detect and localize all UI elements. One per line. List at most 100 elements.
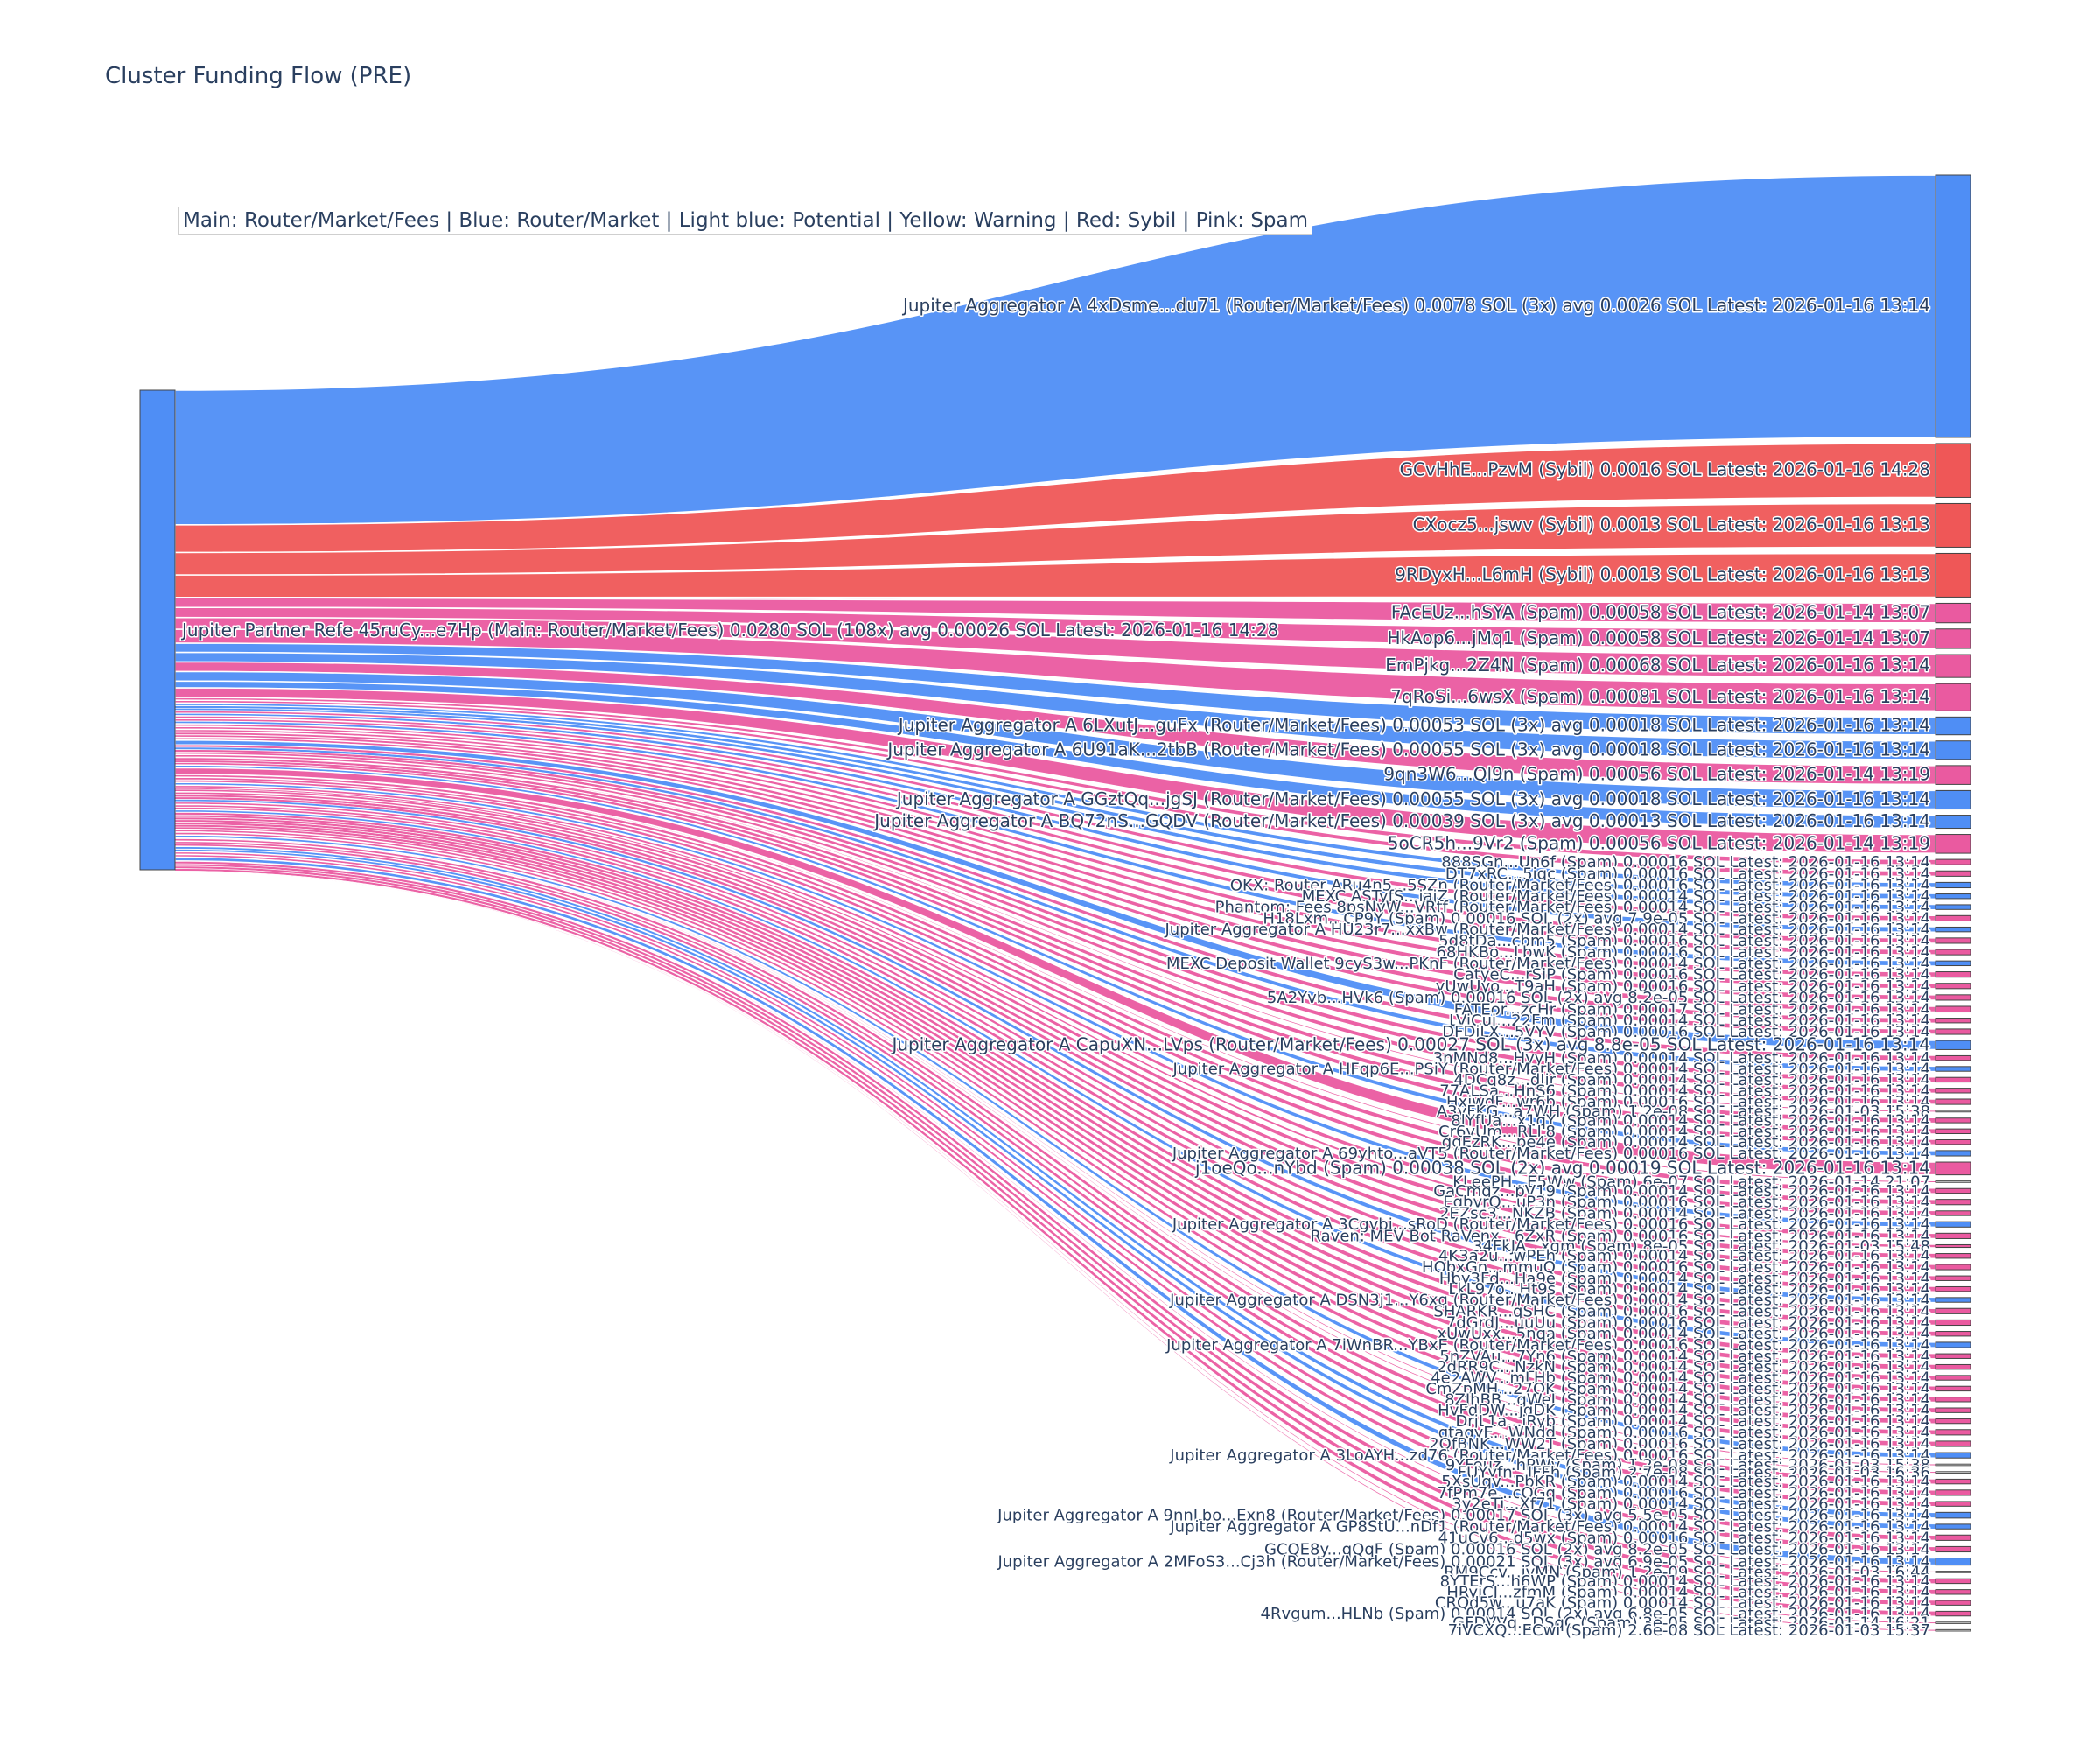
target-node[interactable] xyxy=(1935,1534,1971,1541)
target-node[interactable] xyxy=(1935,1331,1971,1337)
target-node[interactable] xyxy=(1935,1221,1971,1228)
target-node[interactable] xyxy=(1935,1117,1971,1124)
target-node[interactable] xyxy=(1935,893,1971,900)
target-node[interactable] xyxy=(1935,1110,1971,1113)
target-node[interactable] xyxy=(1935,654,1971,678)
target-node[interactable] xyxy=(1935,926,1971,933)
target-node[interactable] xyxy=(1935,858,1971,865)
target-node[interactable] xyxy=(1935,948,1971,956)
source-node[interactable] xyxy=(139,389,176,871)
target-label: Jupiter Aggregator A GGztQq...jgSJ (Rout… xyxy=(895,788,1930,809)
target-node[interactable] xyxy=(1935,1621,1971,1624)
target-node[interactable] xyxy=(1935,1429,1971,1436)
target-node[interactable] xyxy=(1935,1319,1971,1326)
target-node[interactable] xyxy=(1935,1545,1971,1553)
target-node[interactable] xyxy=(1935,789,1971,810)
target-label: HxjwdF...wr6b (Spam) 0.00016 SOL Latest:… xyxy=(1446,1093,1930,1111)
target-node[interactable] xyxy=(1935,1628,1971,1632)
target-node[interactable] xyxy=(1935,1098,1971,1105)
target-node[interactable] xyxy=(1935,914,1971,921)
target-node[interactable] xyxy=(1935,1187,1971,1194)
target-node[interactable] xyxy=(1935,1589,1971,1595)
target-node[interactable] xyxy=(1935,716,1971,736)
target-node[interactable] xyxy=(1935,937,1971,944)
target-node[interactable] xyxy=(1935,904,1971,910)
target-node[interactable] xyxy=(1935,1018,1971,1024)
target-node[interactable] xyxy=(1935,1005,1971,1013)
target-node[interactable] xyxy=(1935,682,1971,711)
target-label: 4Rvgum...HLNb (Spam) 0.00014 SOL (2x) av… xyxy=(1261,1605,1930,1623)
target-node[interactable] xyxy=(1935,1471,1971,1474)
target-node[interactable] xyxy=(1935,1418,1971,1424)
target-node[interactable] xyxy=(1935,1199,1971,1206)
target-node[interactable] xyxy=(1935,1028,1971,1035)
target-node[interactable] xyxy=(1935,815,1971,830)
target-node[interactable] xyxy=(1935,1066,1971,1072)
target-label: DrjL1a...iRyb (Spam) 0.00014 SOL Latest:… xyxy=(1455,1412,1930,1431)
target-node[interactable] xyxy=(1935,740,1971,760)
target-node[interactable] xyxy=(1935,1558,1971,1566)
flow-link[interactable] xyxy=(174,597,1936,624)
target-node[interactable] xyxy=(1935,1407,1971,1413)
target-label: GCvHhE...PzvM (Sybil) 0.0016 SOL Latest:… xyxy=(1400,459,1930,480)
target-node[interactable] xyxy=(1935,1040,1971,1050)
target-node[interactable] xyxy=(1935,994,1971,1001)
target-node[interactable] xyxy=(1935,1253,1971,1259)
target-node[interactable] xyxy=(1935,628,1971,649)
target-node[interactable] xyxy=(1935,1440,1971,1447)
target-node[interactable] xyxy=(1935,502,1971,548)
target-node[interactable] xyxy=(1935,881,1971,889)
target-label: ggEzRK...pe4e (Spam) 0.00014 SOL Latest:… xyxy=(1442,1133,1930,1152)
target-node[interactable] xyxy=(1935,1275,1971,1281)
target-node[interactable] xyxy=(1935,1243,1971,1249)
target-node[interactable] xyxy=(1935,1232,1971,1239)
target-label: 9qn3W6...Ql9n (Spam) 0.00056 SOL Latest:… xyxy=(1383,764,1930,785)
target-node[interactable] xyxy=(1935,1463,1971,1466)
target-node[interactable] xyxy=(1935,1571,1971,1573)
target-label: 5oCR5h...9Vr2 (Spam) 0.00056 SOL Latest:… xyxy=(1388,832,1930,853)
target-node[interactable] xyxy=(1935,1180,1971,1183)
target-node[interactable] xyxy=(1935,1138,1971,1145)
target-node[interactable] xyxy=(1935,1353,1971,1359)
target-node[interactable] xyxy=(1935,1161,1971,1176)
target-node[interactable] xyxy=(1935,552,1971,598)
target-node[interactable] xyxy=(1935,870,1971,877)
target-node[interactable] xyxy=(1935,1375,1971,1381)
target-node[interactable] xyxy=(1935,1610,1971,1617)
target-node[interactable] xyxy=(1935,1285,1971,1292)
target-node[interactable] xyxy=(1935,1297,1971,1303)
target-node[interactable] xyxy=(1935,960,1971,967)
target-label: 2QfBNK...WW2T (Spam) 0.00016 SOL Latest:… xyxy=(1429,1435,1930,1453)
target-node[interactable] xyxy=(1935,1210,1971,1216)
target-node[interactable] xyxy=(1935,1128,1971,1134)
target-node[interactable] xyxy=(1935,602,1971,624)
target-node[interactable] xyxy=(1935,1385,1971,1392)
target-node[interactable] xyxy=(1935,1264,1971,1270)
target-node[interactable] xyxy=(1935,1501,1971,1507)
target-node[interactable] xyxy=(1935,1396,1971,1403)
target-node[interactable] xyxy=(1935,971,1971,978)
target-node[interactable] xyxy=(1935,174,1971,438)
target-node[interactable] xyxy=(1935,1076,1971,1083)
flow-link[interactable] xyxy=(174,699,1936,878)
target-node[interactable] xyxy=(1935,1578,1971,1585)
target-node[interactable] xyxy=(1935,1511,1971,1519)
target-node[interactable] xyxy=(1935,1054,1971,1061)
target-node[interactable] xyxy=(1935,1307,1971,1314)
target-label: SHARKR...qSHC (Spam) 0.00016 SOL Latest:… xyxy=(1433,1302,1930,1320)
target-node[interactable] xyxy=(1935,765,1971,785)
target-node[interactable] xyxy=(1935,1341,1971,1348)
target-node[interactable] xyxy=(1935,1600,1971,1606)
target-node[interactable] xyxy=(1935,1489,1971,1496)
target-node[interactable] xyxy=(1935,1452,1971,1459)
target-node[interactable] xyxy=(1935,443,1971,498)
target-node[interactable] xyxy=(1935,1150,1971,1157)
target-node[interactable] xyxy=(1935,983,1971,990)
target-node[interactable] xyxy=(1935,1523,1971,1530)
target-node[interactable] xyxy=(1935,1363,1971,1370)
flow-link[interactable] xyxy=(174,651,1936,760)
target-node[interactable] xyxy=(1935,1088,1971,1094)
target-node[interactable] xyxy=(1935,834,1971,854)
target-node[interactable] xyxy=(1935,1478,1971,1485)
